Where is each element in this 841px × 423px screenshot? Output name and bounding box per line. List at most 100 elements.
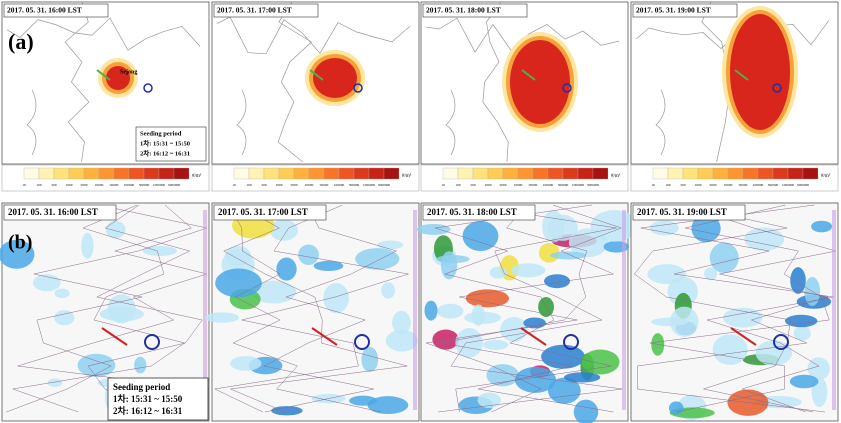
boundary — [64, 1, 90, 163]
sejong-marker — [354, 334, 370, 350]
echo — [744, 227, 785, 251]
colorbar-cell — [323, 167, 340, 180]
colorbar-cell — [248, 167, 265, 180]
time-label: 2017. 05. 31. 18:00 LST — [426, 6, 501, 15]
colorbar-tick: 5000 — [500, 183, 507, 187]
colorbar-unit: #/m³ — [821, 173, 831, 179]
panel-label: (b) — [8, 232, 32, 254]
colorbar-tick: 10 — [22, 183, 26, 187]
echo — [276, 257, 297, 281]
seeding-box — [107, 377, 209, 421]
colorbar-tick: 1000 — [485, 183, 492, 187]
seeding-line: 1차: 15:31 ~ 15:50 — [140, 138, 190, 147]
boundary — [633, 204, 814, 413]
echo — [416, 224, 451, 235]
colorbar-tick: 100000 — [334, 183, 345, 187]
colorbar-unit: #/m³ — [611, 173, 621, 179]
colorbar-tick: 100 — [246, 183, 252, 187]
seeding-arrow — [309, 69, 324, 81]
colorbar-cell — [233, 167, 250, 180]
colorbar-cell — [682, 167, 699, 180]
radar-panel: 2017. 05. 31. 17:00 LST — [204, 202, 420, 422]
boundary — [637, 204, 837, 413]
boundary — [6, 204, 208, 413]
echo — [349, 395, 377, 406]
echo — [298, 244, 319, 266]
boundary — [426, 204, 622, 413]
echo — [465, 289, 509, 308]
sejong-marker — [143, 83, 153, 93]
colorbar-tick: 50000 — [110, 183, 119, 187]
coastline — [26, 89, 37, 156]
time-box — [632, 3, 738, 18]
legend-strip — [622, 210, 626, 410]
colorbar-tick: 5000000 — [378, 183, 391, 187]
echo — [54, 288, 70, 299]
seeding-arrow — [734, 69, 749, 81]
time-label: 2017. 05. 31. 17:00 LST — [217, 6, 292, 15]
echo — [392, 310, 411, 335]
echo — [538, 297, 554, 317]
colorbar-cell — [457, 167, 474, 180]
echo — [355, 248, 400, 270]
coastline — [236, 89, 247, 156]
echo — [723, 307, 763, 328]
echo — [462, 220, 499, 252]
echo — [54, 310, 75, 326]
echo — [432, 329, 459, 350]
seeding-arrow — [96, 69, 111, 81]
echo — [367, 396, 409, 415]
echo — [134, 356, 147, 374]
plume-core — [106, 66, 130, 90]
colorbar-tick: 500000 — [558, 183, 569, 187]
colorbar-cell — [532, 167, 549, 180]
boundary — [640, 204, 834, 413]
echo — [547, 214, 578, 241]
time-box — [3, 204, 117, 221]
echo — [549, 251, 587, 260]
colorbar-cell — [128, 167, 145, 180]
colorbar-cell — [338, 167, 355, 180]
echo — [477, 392, 501, 409]
echo — [482, 339, 509, 350]
echo — [514, 366, 557, 393]
echo — [581, 349, 620, 375]
colorbar-cell — [263, 167, 280, 180]
boundary — [87, 204, 203, 413]
colorbar-tick: 5000 — [710, 183, 717, 187]
colorbar-tick: 100 — [36, 183, 42, 187]
seeding-line: 1차: 15:31 ~ 15:50 — [113, 393, 183, 404]
colorbar-tick: 10 — [651, 183, 655, 187]
colorbar-tick: 500000 — [349, 183, 360, 187]
echo — [251, 280, 297, 304]
echo — [437, 303, 464, 319]
colorbar-tick: 500000 — [139, 183, 150, 187]
colorbar-tick: 100000 — [543, 183, 554, 187]
colorbar-tick: 10000 — [724, 183, 733, 187]
echo — [313, 260, 344, 272]
colorbar-tick: 5000 — [291, 183, 298, 187]
coastline — [445, 89, 456, 156]
colorbar-cell — [308, 167, 325, 180]
colorbar-tick: 500 — [51, 183, 57, 187]
seeding-arrow — [730, 327, 757, 346]
radar-panel: 2017. 05. 31. 18:00 LST — [416, 202, 638, 423]
colorbar-cell — [83, 167, 100, 180]
echo — [510, 263, 546, 278]
colorbar-cell — [577, 167, 594, 180]
boundary — [441, 204, 614, 413]
radar-panel: 2017. 05. 31. 19:00 LST — [630, 202, 839, 422]
boundary — [213, 204, 409, 413]
echo — [269, 219, 299, 241]
colorbar-cell — [383, 167, 400, 180]
echo — [789, 374, 819, 389]
echo — [105, 220, 126, 239]
seeding-arrow — [520, 327, 547, 346]
colorbar-cell — [697, 167, 714, 180]
seeding-title: Seeding period — [140, 130, 182, 137]
time-label: 2017. 05. 31. 17:00 LST — [218, 207, 308, 217]
time-box — [422, 204, 536, 221]
seeding-arrow — [101, 327, 128, 346]
seeding-line: 2차: 16:12 ~ 16:31 — [113, 405, 183, 416]
